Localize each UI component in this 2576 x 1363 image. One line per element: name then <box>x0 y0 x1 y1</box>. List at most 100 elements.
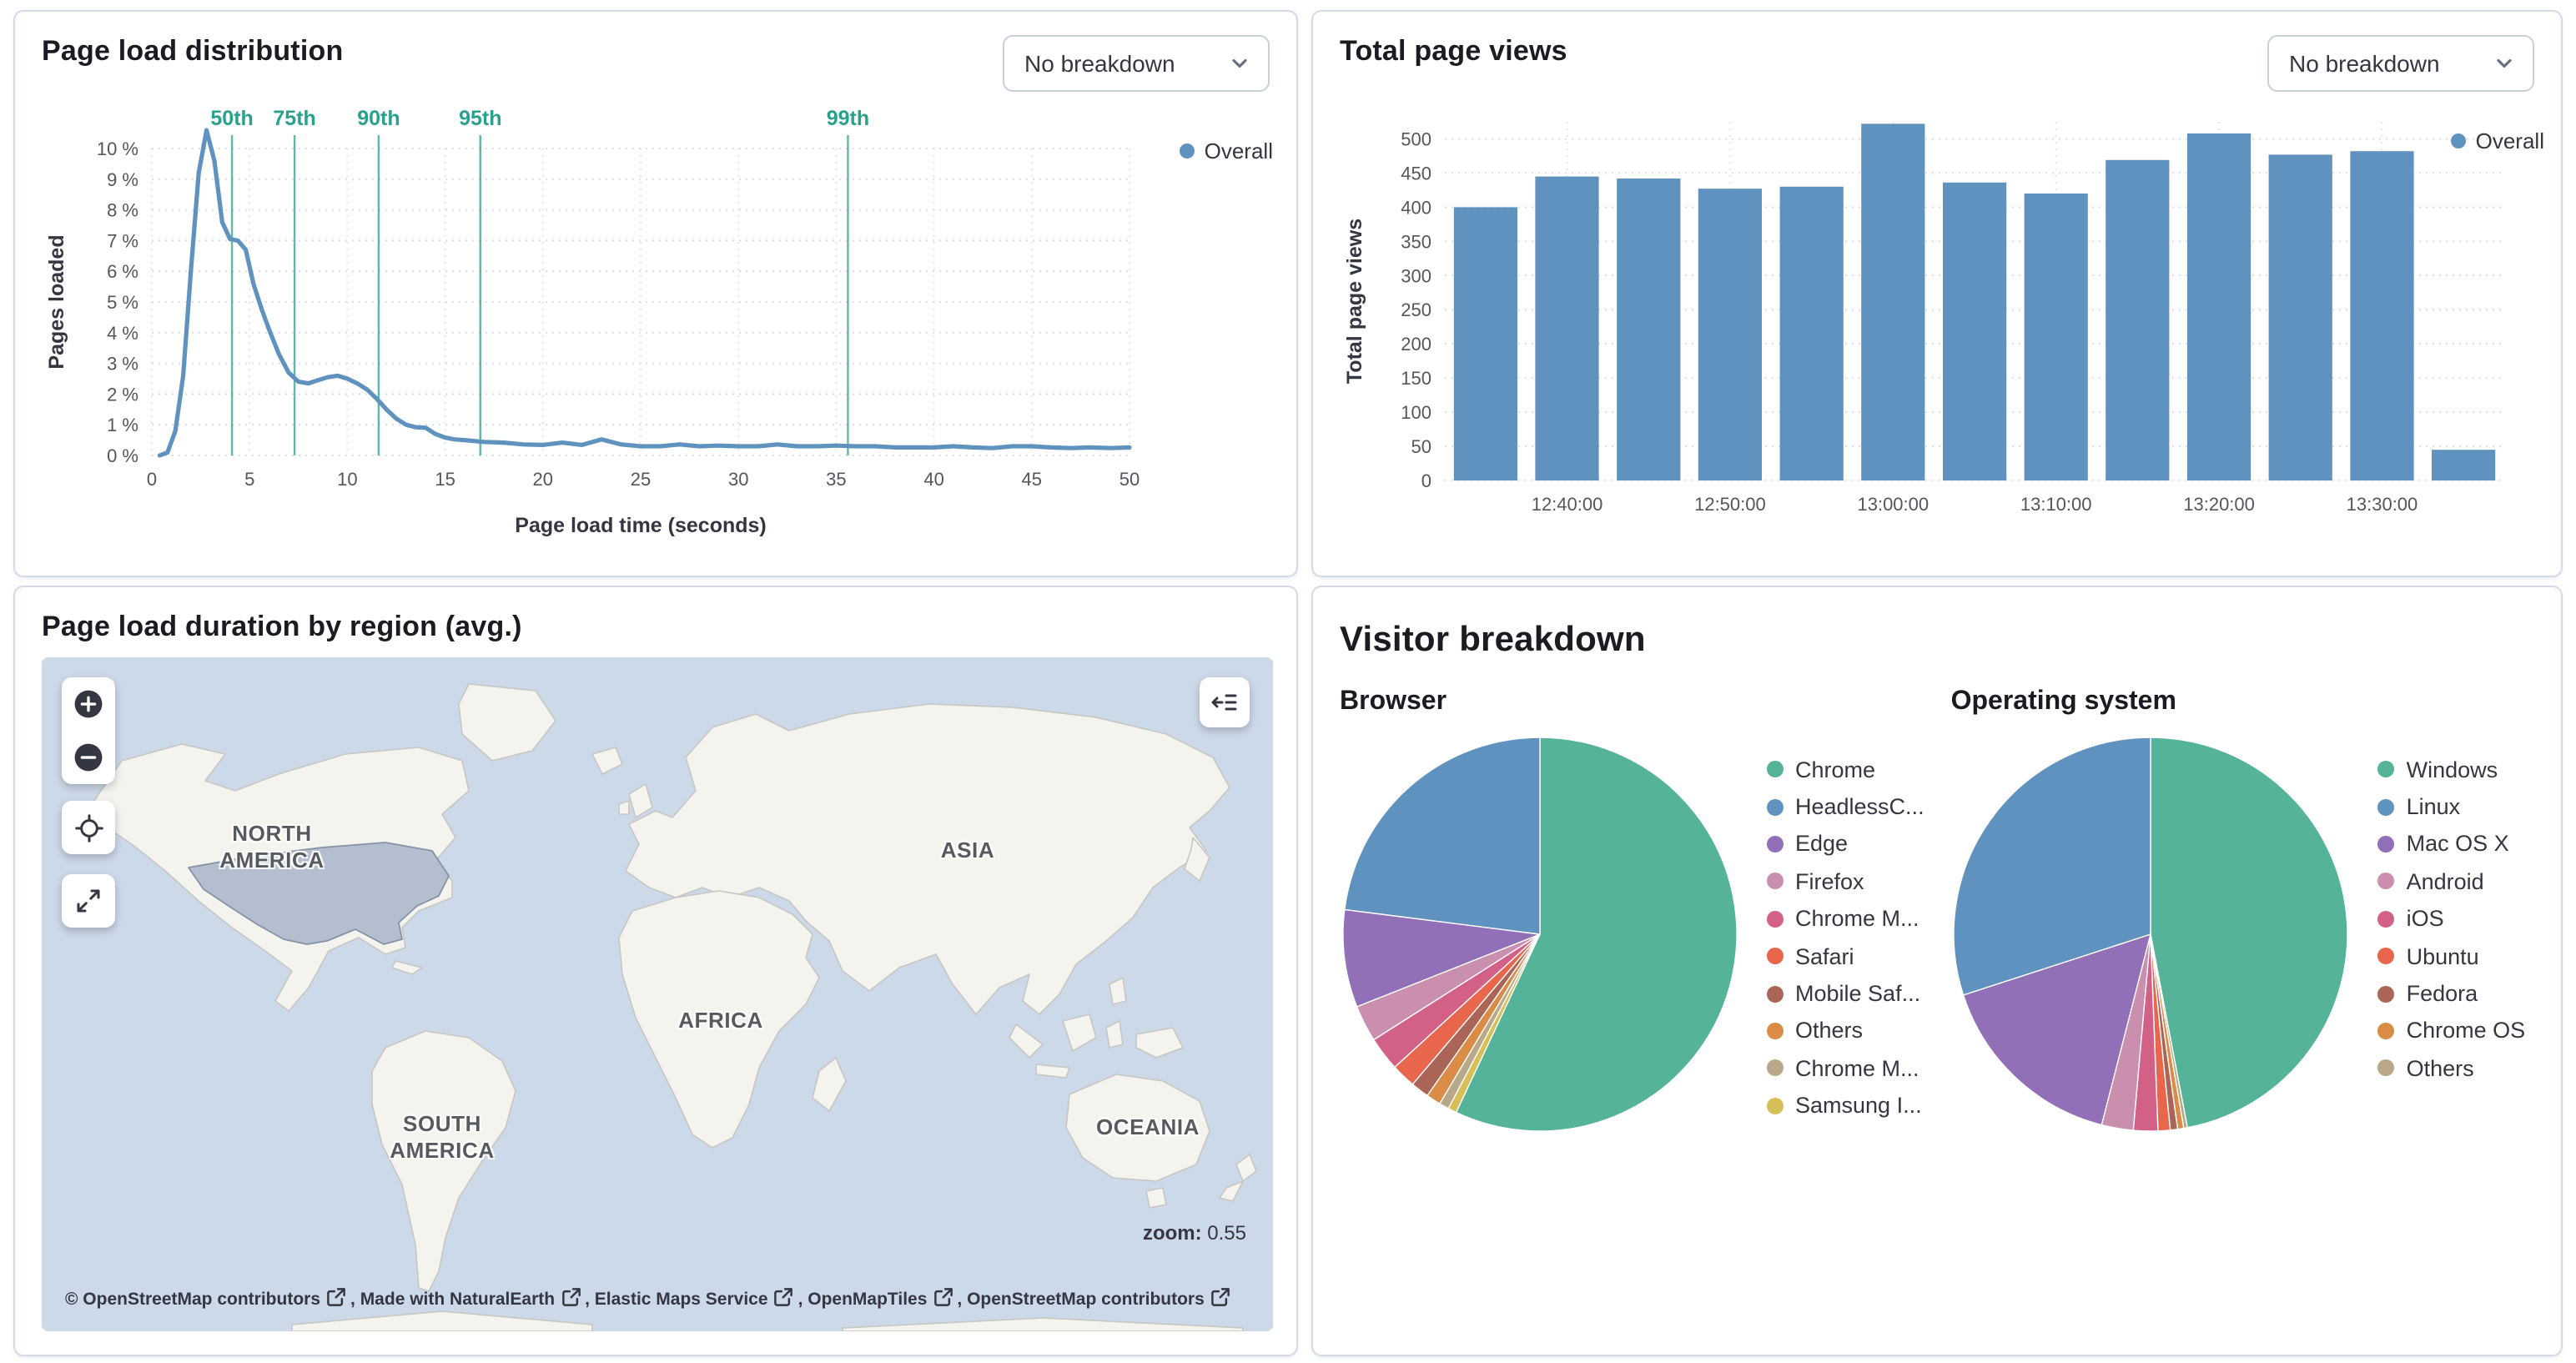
attribution-link-icon[interactable] <box>320 1288 350 1310</box>
legend-label: Overall <box>1204 138 1273 163</box>
minus-in-circle-icon <box>74 743 103 772</box>
attribution-link-icon[interactable] <box>927 1288 957 1310</box>
bar[interactable] <box>1779 186 1844 481</box>
legend-item-overall[interactable]: Overall <box>2450 128 2544 153</box>
tick-label: 30 <box>728 469 748 490</box>
bar[interactable] <box>1698 189 1762 480</box>
legend-label: HeadlessC... <box>1795 794 1924 820</box>
legend-item[interactable]: Chrome M... <box>1767 900 1924 938</box>
legend-label: Chrome OS <box>2406 1018 2526 1044</box>
legend-dot <box>1767 798 1784 816</box>
attribution-link-icon[interactable] <box>768 1288 798 1310</box>
bar-chart-svg: 0 50 100 150 200 250 300 350 400 450 500 12:40:00 12… <box>1343 122 2504 515</box>
legend-item[interactable]: Chrome OS <box>2377 1012 2526 1049</box>
bar[interactable] <box>1861 123 1925 480</box>
legend-item[interactable]: Chrome <box>1767 751 1924 788</box>
pie-slice[interactable] <box>1455 737 1738 1132</box>
tick-label: 12:50:00 <box>1694 494 1766 515</box>
tick-label: 450 <box>1401 163 1431 184</box>
world-map-canvas <box>42 657 1273 1331</box>
legend-label: Windows <box>2406 757 2498 782</box>
pie-slice[interactable] <box>1953 737 2152 996</box>
breakdown-select-page-views[interactable]: No breakdown <box>2267 35 2534 92</box>
attribution-link[interactable]: Elastic Maps Service <box>594 1290 768 1310</box>
legend-label: Safari <box>1795 943 1854 969</box>
attribution-link[interactable]: © OpenStreetMap contributors <box>65 1290 320 1310</box>
legend-item[interactable]: Mobile Saf... <box>1767 975 1924 1013</box>
legend-item[interactable]: Safari <box>1767 938 1924 975</box>
legend-dot <box>1767 1097 1784 1114</box>
series-line-overall[interactable] <box>157 128 1132 458</box>
tick-label: 350 <box>1401 231 1431 252</box>
pie-slice[interactable] <box>1342 908 1541 1008</box>
bar[interactable] <box>2268 154 2332 480</box>
tick-label: 20 <box>533 469 553 490</box>
legend-item[interactable]: iOS <box>2377 900 2526 938</box>
legend-dot <box>2377 948 2395 965</box>
panel-visitor-breakdown: Visitor breakdown Browser Chrome Headless… <box>1311 586 2563 1356</box>
zoom-out-button[interactable] <box>62 731 115 784</box>
pie-slice[interactable] <box>2150 737 2349 1129</box>
choropleth-united-states[interactable] <box>188 842 450 945</box>
bar[interactable] <box>1453 207 1517 480</box>
map-attribution: © OpenStreetMap contributors, Made with … <box>65 1285 1243 1315</box>
tick-label: 500 <box>1401 128 1431 149</box>
legend-item[interactable]: Fedora <box>2377 975 2526 1013</box>
bar[interactable] <box>2432 450 2496 480</box>
attribution-link[interactable]: Made with NaturalEarth <box>360 1290 556 1310</box>
tick-label: 4 % <box>107 323 138 344</box>
legend-item[interactable]: Chrome M... <box>1767 1049 1924 1087</box>
tick-label: 40 <box>923 469 943 490</box>
bar[interactable] <box>2187 133 2251 480</box>
legend-label: Android <box>2406 868 2484 894</box>
bar[interactable] <box>1535 176 1599 480</box>
pie-slice[interactable] <box>1963 933 2152 1126</box>
legend-dot <box>2377 1022 2395 1039</box>
bar[interactable] <box>2024 194 2088 480</box>
breakdown-select-load-distribution[interactable]: No breakdown <box>1003 35 1270 92</box>
tick-label: 50th <box>210 107 253 130</box>
menu-left-icon <box>1211 694 1237 711</box>
bar[interactable] <box>2106 159 2170 481</box>
map-label-africa: AFRICA <box>678 1008 763 1033</box>
legend-item-overall[interactable]: Overall <box>1179 138 1273 163</box>
expand-map-button[interactable] <box>62 874 115 928</box>
attribution-link[interactable]: OpenStreetMap contributors <box>967 1290 1205 1310</box>
legend-item[interactable]: HeadlessC... <box>1767 788 1924 826</box>
legend-item[interactable]: Linux <box>2377 788 2526 826</box>
legend-item[interactable]: Edge <box>1767 826 1924 863</box>
tick-label: 12:40:00 <box>1532 494 1603 515</box>
tick-label: 0 <box>1421 470 1431 491</box>
os-legend: Windows Linux Mac OS X Android iOS Ubuntu Fedo… <box>2377 734 2526 1087</box>
legend-item[interactable]: Android <box>2377 863 2526 900</box>
bar[interactable] <box>1617 179 1681 480</box>
attribution-link[interactable]: OpenMapTiles <box>808 1290 928 1310</box>
browser-legend: Chrome HeadlessC... Edge Firefox Chrome M...… <box>1767 734 1924 1124</box>
tick-label: 35 <box>826 469 846 490</box>
tick-label: 1 % <box>107 415 138 435</box>
bar[interactable] <box>2350 151 2414 480</box>
legend-item[interactable]: Others <box>1767 1012 1924 1049</box>
tick-label: 15 <box>435 469 455 490</box>
legend-item[interactable]: Mac OS X <box>2377 826 2526 863</box>
attribution-link-icon[interactable] <box>1205 1288 1235 1310</box>
legend-item[interactable]: Others <box>2377 1049 2526 1087</box>
pie-slice[interactable] <box>1344 737 1541 935</box>
tick-label: 2 % <box>107 384 138 405</box>
world-map[interactable]: NORTH AMERICA SOUTH AMERICA AFRICA ASIA OC… <box>42 657 1273 1331</box>
plus-in-circle-icon <box>74 690 103 718</box>
legend-item[interactable]: Ubuntu <box>2377 938 2526 975</box>
fit-to-data-button[interactable] <box>62 801 115 854</box>
zoom-in-button[interactable] <box>62 677 115 731</box>
chevron-down-icon <box>2497 58 2512 68</box>
collapse-legend-button[interactable] <box>1200 677 1250 727</box>
legend-item[interactable]: Samsung I... <box>1767 1087 1924 1124</box>
legend-item[interactable]: Windows <box>2377 751 2526 788</box>
legend-item[interactable]: Firefox <box>1767 863 1924 900</box>
legend-label: Mobile Saf... <box>1795 981 1921 1007</box>
bar[interactable] <box>1943 182 2007 481</box>
tick-label: 10 % <box>97 138 138 159</box>
attribution-link-icon[interactable] <box>555 1288 585 1310</box>
legend-label: Chrome M... <box>1795 906 1919 932</box>
